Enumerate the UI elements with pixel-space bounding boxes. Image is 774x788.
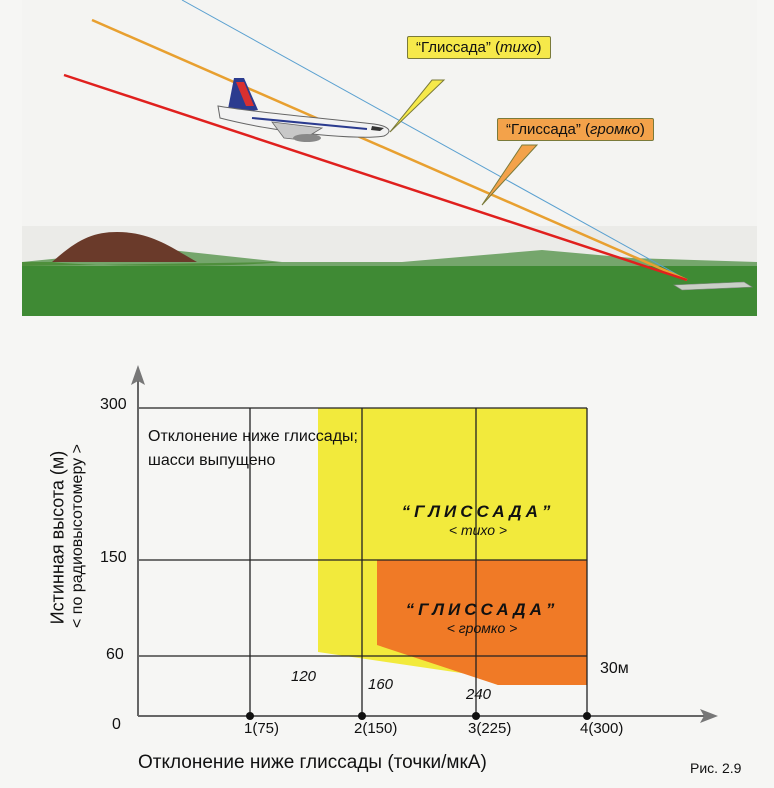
zone-loud-area [377,560,587,685]
callout-loud-pointer [481,144,539,206]
grid [138,407,588,716]
inside-label-line2: шасси выпущено [148,452,276,469]
airplane-icon [217,78,390,142]
boundary-label-120: 120 [291,668,317,685]
callout-quiet-pointer [389,79,446,133]
y-tick-60: 60 [106,646,124,663]
inside-label-line1: Отклонение ниже глиссады; [148,428,358,445]
approach-illustration [22,0,757,316]
x-points [246,712,591,720]
y-axis-arrow-icon [131,365,145,385]
x-axis-arrow-icon [700,709,718,723]
callout-glideslope-quiet: “Глиссада” (тихо) [407,36,551,59]
runway [673,281,753,291]
x-point-2: 2(150) [354,720,398,737]
glideslope-reference-line [181,0,688,281]
y-tick-300: 300 [100,396,127,413]
x-point-1: 1(75) [244,720,280,737]
y-tick-150: 150 [100,549,127,566]
approach-scene: “Глиссада” (тихо) “Глиссада” (громко) [22,0,757,316]
zone-quiet-title: “ГЛИССАДА” [401,502,555,521]
callout-glideslope-loud: “Глиссада” (громко) [497,118,654,141]
zone-quiet-label: “ГЛИССАДА” < тихо > [388,502,568,538]
envelope-plot [131,365,718,723]
zone-quiet-sub: < тихо > [448,522,508,538]
label-30m: 30м [600,660,629,677]
zone-loud-label: “ГЛИССАДА” < громко > [392,600,572,636]
boundary-label-160: 160 [368,676,394,693]
x-point-4: 4(300) [580,720,624,737]
zone-loud-sub: < громко > [446,620,518,636]
glideslope-loud-line [63,73,688,282]
hill [52,232,197,262]
y-axis-subtitle: < по радиовысотомеру > [69,444,86,628]
warning-envelope-graph: 300 150 60 0 1(75) 2(150) 3(225) 4(300) … [0,330,774,788]
zone-loud-title: “ГЛИССАДА” [405,600,559,619]
x-axis-title: Отклонение ниже глиссады (точки/мкА) [138,752,487,773]
figure-caption: Рис. 2.9 [690,760,742,776]
x-point-3: 3(225) [468,720,512,737]
glideslope-quiet-line [91,18,688,282]
y-axis-title: Истинная высота (м) [47,450,68,625]
boundary-label-240: 240 [466,686,492,703]
y-tick-0: 0 [112,716,121,733]
